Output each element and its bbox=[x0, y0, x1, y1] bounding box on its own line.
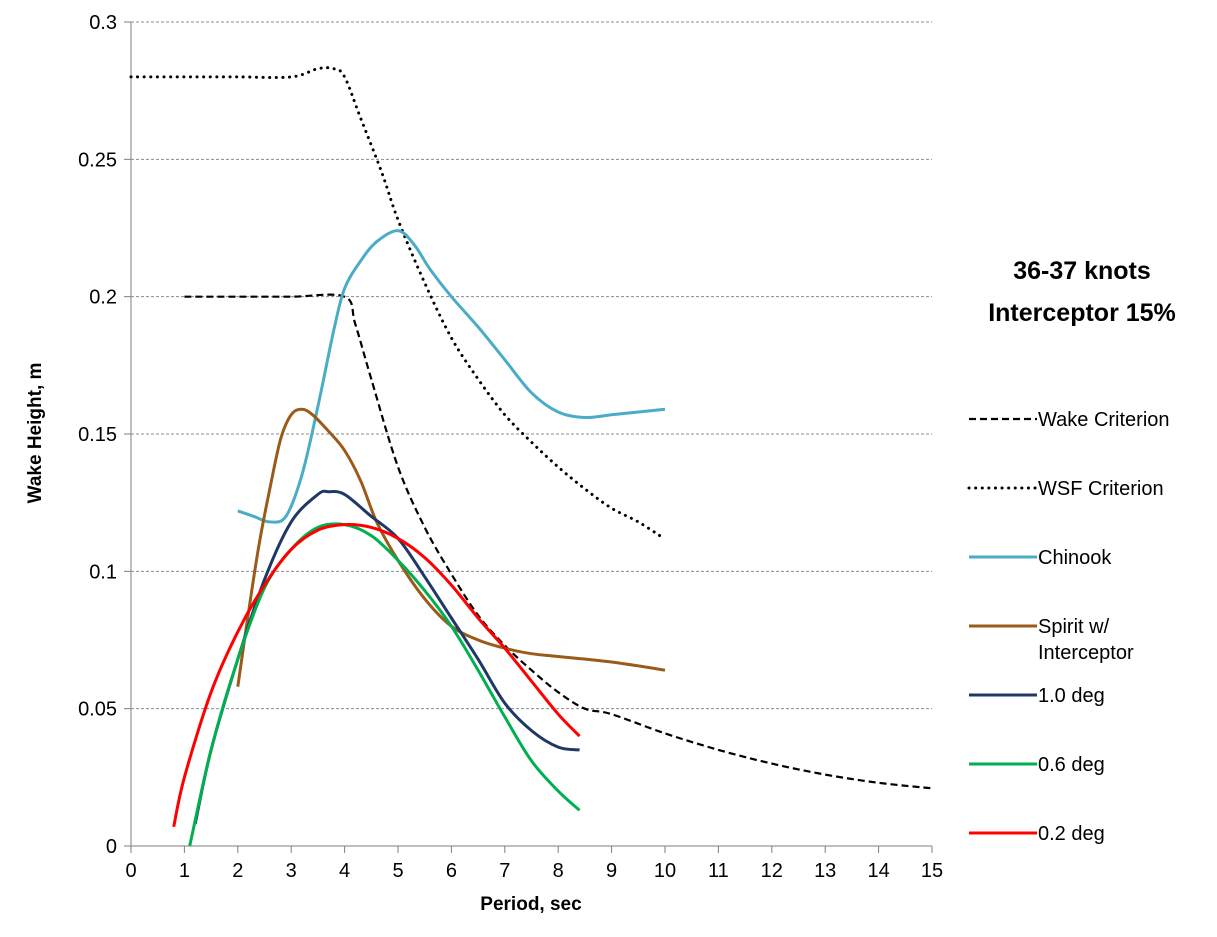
legend-label: Wake Criterion bbox=[1038, 409, 1170, 431]
x-tick-label: 9 bbox=[606, 860, 617, 882]
y-tick-label: 0.1 bbox=[89, 561, 117, 583]
gridlines bbox=[131, 21, 932, 710]
legend-label: 0.6 deg bbox=[1038, 754, 1105, 776]
series-line-wsf-criterion bbox=[129, 66, 662, 538]
x-tick-label: 3 bbox=[286, 860, 297, 882]
y-axis-title: Wake Height, m bbox=[25, 363, 46, 504]
y-tick-label: 0.15 bbox=[78, 424, 117, 446]
legend-label: 0.2 deg bbox=[1038, 823, 1105, 845]
legend-label: WSF Criterion bbox=[1038, 478, 1164, 500]
axes bbox=[124, 21, 933, 853]
y-tick-label: 0 bbox=[106, 836, 117, 858]
y-tick-labels: 0 0.05 0.1 0.15 0.2 0.25 0.3 bbox=[78, 12, 117, 858]
plot-series bbox=[129, 66, 933, 847]
x-tick-label: 8 bbox=[553, 860, 564, 882]
x-tick-label: 13 bbox=[814, 860, 836, 882]
series-line-spirit-w-interceptor bbox=[236, 407, 666, 687]
series-line-chinook bbox=[237, 229, 666, 524]
series-line-wake-criterion bbox=[184, 293, 933, 790]
x-tick-label: 5 bbox=[392, 860, 403, 882]
x-tick-label: 15 bbox=[921, 860, 943, 882]
legend: Wake Criterion WSF Criterion Chinook Spirit… bbox=[967, 409, 1170, 845]
x-tick-label: 12 bbox=[761, 860, 783, 882]
x-tick-label: 0 bbox=[125, 860, 136, 882]
x-tick-label: 1 bbox=[179, 860, 190, 882]
y-tick-label: 0.05 bbox=[78, 699, 117, 721]
x-tick-label: 6 bbox=[446, 860, 457, 882]
legend-label: Spirit w/Interceptor bbox=[1038, 616, 1134, 664]
annotation-line-1: 36-37 knots bbox=[1013, 257, 1151, 285]
x-tick-label: 7 bbox=[499, 860, 510, 882]
legend-label: Chinook bbox=[1038, 547, 1112, 569]
x-tick-label: 11 bbox=[708, 860, 729, 882]
x-axis-title: Period, sec bbox=[480, 894, 582, 915]
y-tick-label: 0.3 bbox=[89, 12, 117, 34]
y-tick-label: 0.2 bbox=[89, 287, 117, 309]
series-line-0-6-deg bbox=[188, 522, 581, 847]
series-line-0-2-deg bbox=[172, 523, 581, 828]
x-tick-label: 14 bbox=[867, 860, 889, 882]
legend-label: 1.0 deg bbox=[1038, 685, 1105, 707]
x-tick-label: 2 bbox=[232, 860, 243, 882]
y-tick-label: 0.25 bbox=[78, 149, 117, 171]
annotation-line-2: Interceptor 15% bbox=[988, 299, 1176, 327]
x-tick-label: 10 bbox=[654, 860, 676, 882]
x-tick-labels: 0 1 2 3 4 5 6 7 8 9 10 11 12 13 14 15 bbox=[125, 860, 943, 882]
x-tick-label: 4 bbox=[339, 860, 350, 882]
